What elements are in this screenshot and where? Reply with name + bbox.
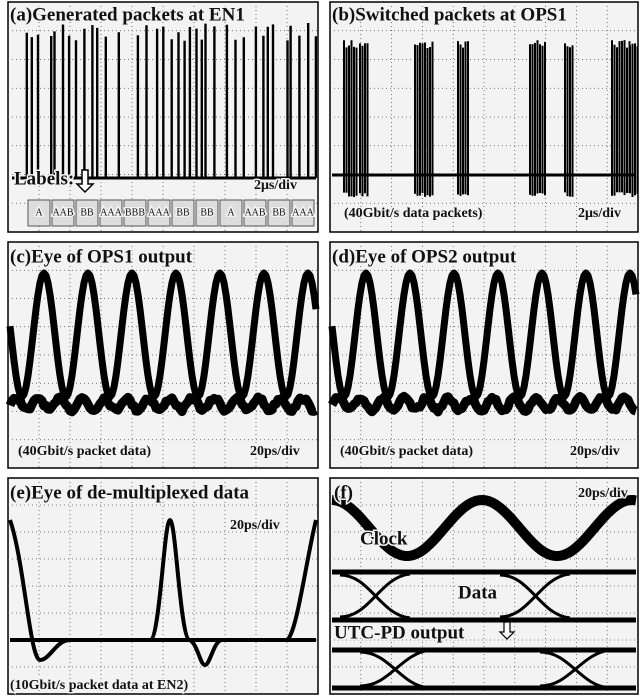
caption: (40Gbit/s packet data) bbox=[18, 444, 151, 459]
panel-title: (c)Eye of OPS1 output bbox=[10, 246, 193, 267]
scale: 20ps/div bbox=[578, 486, 628, 501]
panel-title: (e)Eye of de-multiplexed data bbox=[10, 482, 250, 503]
scale: 20ps/div bbox=[250, 444, 300, 459]
scale: 2μs/div bbox=[578, 206, 621, 221]
clock-label: Clock bbox=[360, 528, 408, 549]
label: AAA bbox=[292, 207, 314, 218]
label: AAB bbox=[244, 207, 265, 218]
panel-title: (b)Switched packets at OPS1 bbox=[332, 4, 567, 25]
scale: 20ps/div bbox=[230, 518, 280, 533]
labels-caption: Labels: bbox=[14, 168, 74, 189]
traces bbox=[8, 2, 638, 694]
label: BB bbox=[176, 207, 190, 218]
label: AAA bbox=[100, 207, 122, 218]
scale: 20ps/div bbox=[570, 444, 620, 459]
panel-title: (f) bbox=[334, 482, 353, 503]
panel-title: (d)Eye of OPS2 output bbox=[332, 246, 517, 267]
label: A bbox=[35, 207, 43, 218]
data-label: Data bbox=[458, 582, 498, 603]
label: AAB bbox=[52, 207, 73, 218]
label: AAA bbox=[148, 207, 170, 218]
trace bbox=[27, 23, 316, 178]
label: BB bbox=[272, 207, 286, 218]
label: BB bbox=[200, 207, 214, 218]
label: BB bbox=[80, 207, 94, 218]
label: A bbox=[227, 207, 235, 218]
scale: 2μs/div bbox=[254, 178, 297, 193]
caption: (40Gbit/s data packets) bbox=[344, 206, 483, 221]
output-label: UTC-PD output bbox=[334, 622, 465, 643]
caption: (40Gbit/s packet data) bbox=[340, 444, 473, 459]
panel bbox=[330, 2, 638, 232]
label: BBB bbox=[125, 207, 145, 218]
caption: (10Gbit/s packet data at EN2) bbox=[10, 678, 188, 693]
figure: (a)Generated packets at EN1 Labels: 2μs/… bbox=[0, 0, 643, 696]
panel-title: (a)Generated packets at EN1 bbox=[10, 4, 245, 25]
